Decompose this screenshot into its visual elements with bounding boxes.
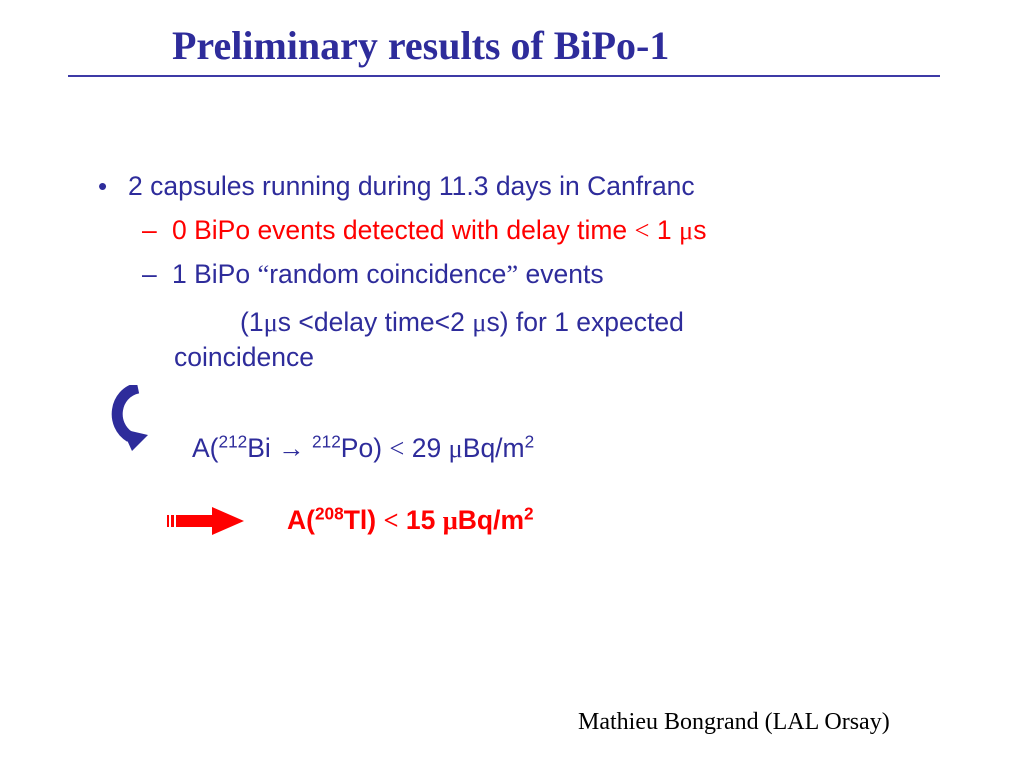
mass-number-bi: 212 [218, 431, 248, 452]
close-quote: ” [506, 259, 519, 289]
formula-space [305, 433, 312, 463]
open-quote: “ [257, 259, 270, 289]
mu-symbol: μ [448, 433, 463, 463]
dash-marker: – [142, 259, 157, 289]
sub1-text: 0 BiPo events detected with delay time [172, 215, 635, 245]
cont-part-1: (1 [240, 307, 264, 337]
sub1-value: 1 [649, 215, 679, 245]
result-value: 15 [398, 505, 443, 535]
element-po: Po) [340, 433, 390, 463]
mu-symbol: μ [442, 505, 458, 535]
curved-arrow-icon [111, 385, 148, 451]
bullet-main-text: 2 capsules running during 11.3 days in C… [128, 171, 695, 201]
right-arrow-symbol: → [278, 433, 305, 463]
result-unit: Bq/m [457, 505, 525, 535]
mu-symbol: μ [472, 307, 487, 337]
result-prefix: A( [287, 505, 315, 535]
title-underline [68, 75, 940, 77]
mass-number-po: 212 [312, 431, 341, 452]
formula-prefix: A( [192, 433, 219, 463]
sub-bullet-continuation: (1μs <delay time<2 μs) for 1 expected [240, 306, 684, 338]
formula-unit: Bq/m [462, 433, 525, 463]
sub2-quoted: random coincidence [269, 259, 507, 289]
unit-exponent: 2 [524, 431, 535, 452]
sub2-suffix: events [518, 259, 604, 289]
bullet-marker: • [98, 171, 108, 201]
cont-part-3: s) for 1 expected [486, 307, 684, 337]
element-bi: Bi [247, 433, 279, 463]
cont-part-2: s <delay time<2 [277, 307, 473, 337]
sub2-prefix: 1 BiPo [172, 259, 258, 289]
sub-bullet-continuation-2: coincidence [174, 342, 314, 372]
mu-symbol: μ [678, 215, 694, 245]
unit-exponent: 2 [524, 503, 534, 524]
formula-value: 29 [404, 433, 449, 463]
final-result: A(208Tl) < 15 μBq/m2 [287, 503, 534, 537]
dash-marker: – [142, 215, 157, 245]
less-than-symbol: < [383, 505, 399, 535]
sub-bullet-random-coincidence: –1 BiPo “random coincidence” events [142, 258, 604, 290]
sub1-unit: s [693, 215, 707, 245]
less-than-symbol: < [389, 433, 405, 463]
striped-right-arrow-icon [167, 507, 244, 535]
less-than-symbol: < [634, 215, 650, 245]
sub-bullet-no-events: –0 BiPo events detected with delay time … [142, 214, 706, 246]
element-tl: Tl) [343, 505, 384, 535]
slide-title: Preliminary results of BiPo-1 [172, 23, 670, 68]
activity-limit-formula: A(212Bi → 212Po) < 29 μBq/m2 [192, 432, 534, 464]
mu-symbol: μ [263, 307, 278, 337]
footer-author: Mathieu Bongrand (LAL Orsay) [578, 709, 890, 735]
mass-number-tl: 208 [314, 503, 344, 524]
